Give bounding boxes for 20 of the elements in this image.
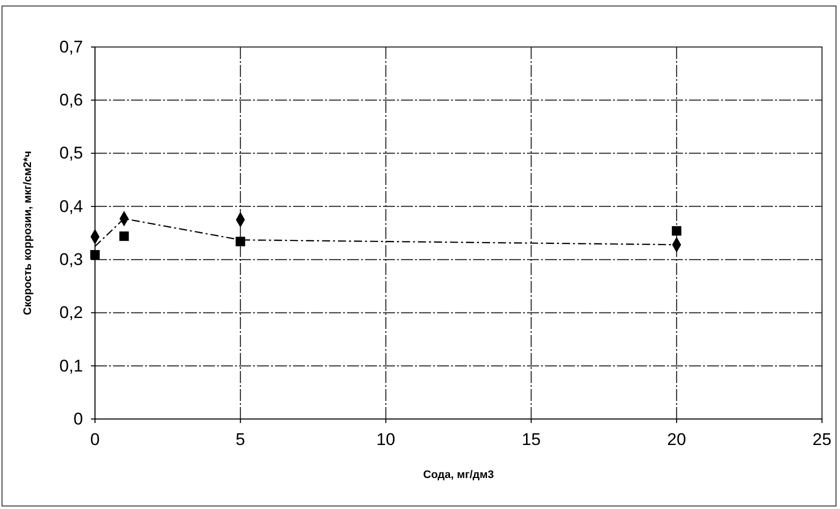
y-tick-label: 0,4 [59, 196, 83, 216]
x-tick-label: 10 [376, 430, 396, 450]
y-axis-title: Скорость коррозии, мкг/см2*ч [22, 150, 34, 316]
x-tick-label: 15 [522, 430, 541, 450]
point [672, 226, 682, 236]
y-tick-label: 0,6 [59, 90, 83, 110]
point [90, 250, 100, 260]
x-tick-label: 0 [90, 430, 100, 450]
y-tick-label: 0,5 [59, 144, 83, 163]
y-tick-label: 0,1 [59, 356, 83, 376]
y-tick-label: 0,2 [59, 303, 83, 322]
x-tick-label: 5 [236, 430, 246, 450]
y-tick-label: 0 [74, 409, 83, 428]
y-tick-label: 0,7 [59, 37, 83, 56]
x-axis-title: Сода, мг/дм3 [423, 469, 494, 481]
y-tick-label: 0,3 [59, 250, 83, 270]
x-tick-label: 20 [667, 430, 686, 450]
point [119, 231, 129, 241]
x-tick-label: 25 [812, 430, 832, 450]
point [236, 236, 246, 246]
